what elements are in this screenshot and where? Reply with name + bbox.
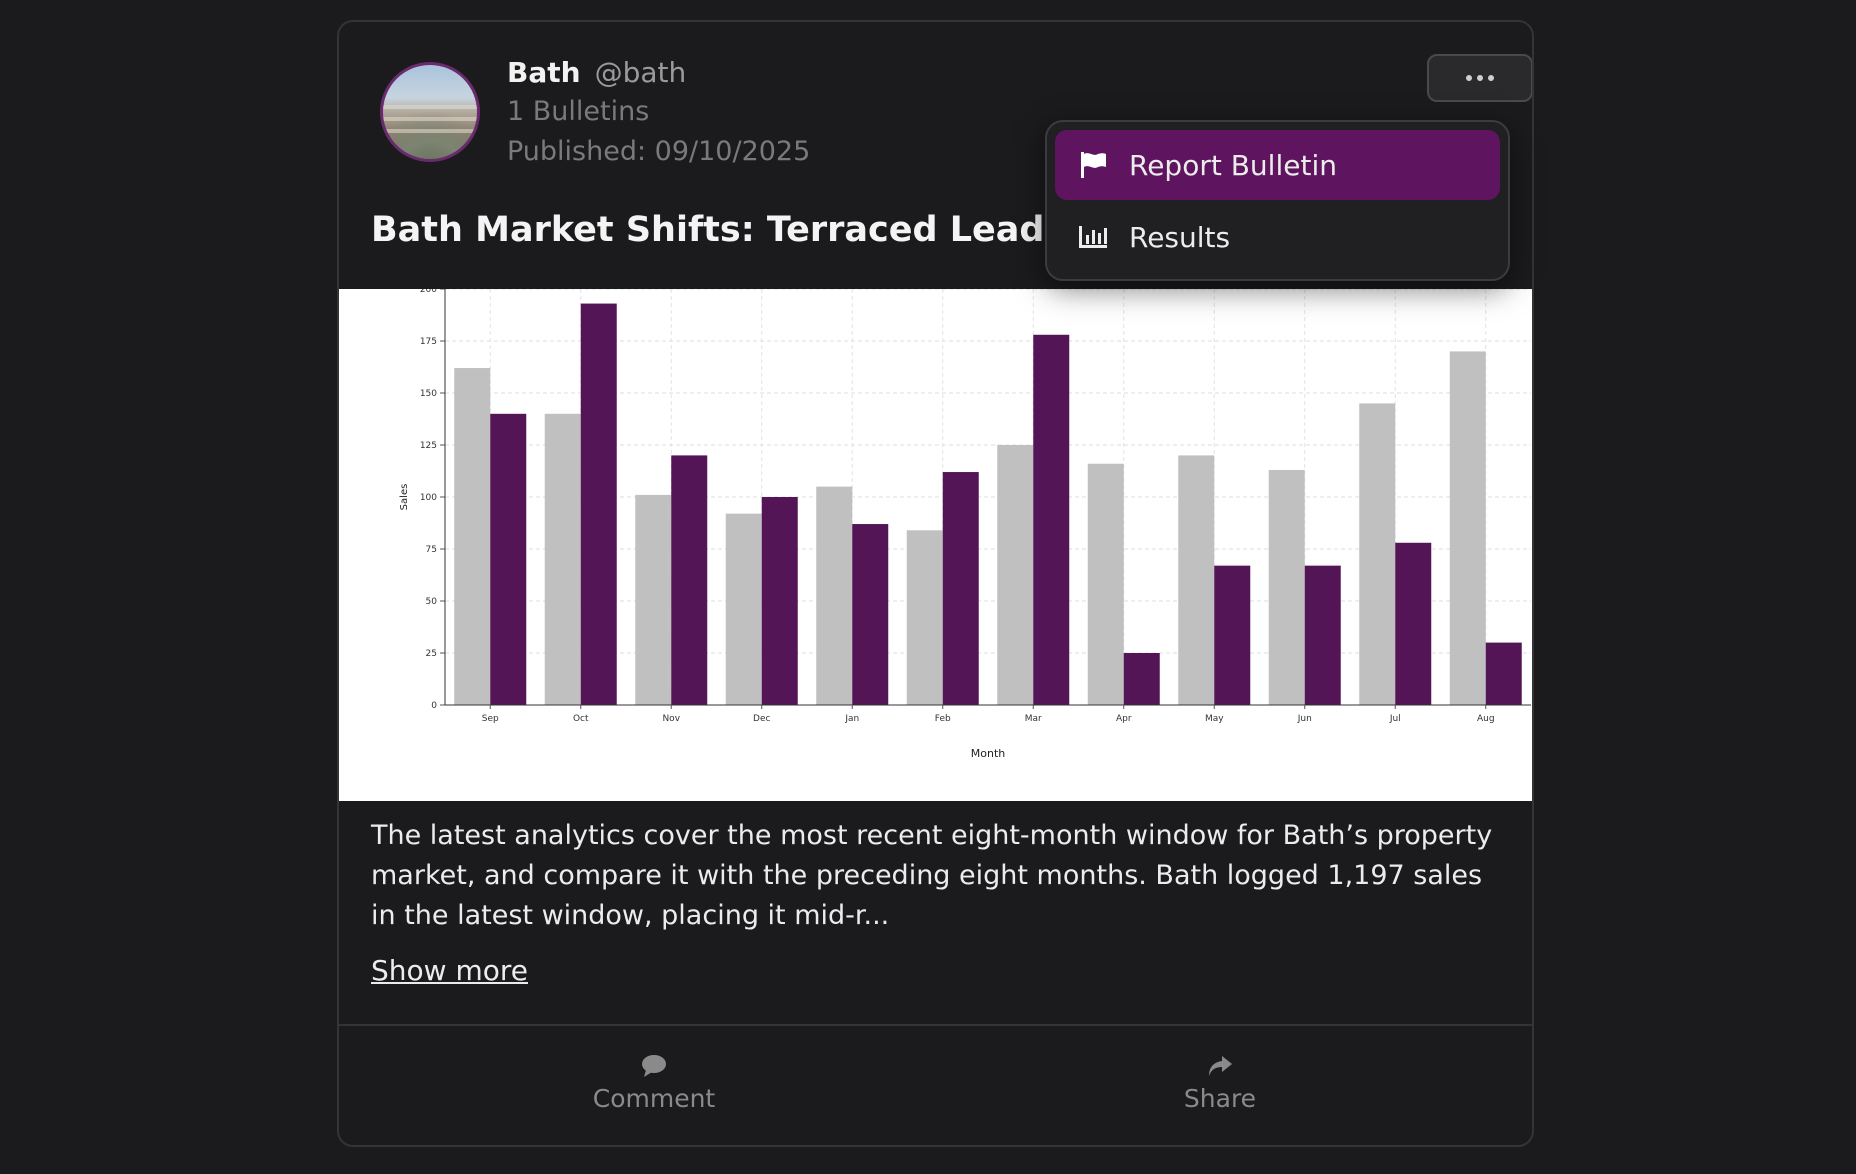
x-tick-label: May	[1205, 714, 1224, 724]
bar	[635, 494, 672, 705]
author-name[interactable]: Bath	[507, 56, 581, 89]
bar	[725, 513, 762, 705]
bar	[1485, 642, 1522, 705]
bar	[454, 368, 491, 705]
sales-chart: 0 25 50 75 100 125 150 175 200 Sep Oct Nov Dec Jan Feb…	[339, 289, 1532, 801]
x-tick-label: Dec	[753, 714, 770, 724]
x-tick-label: Apr	[1116, 714, 1132, 724]
y-tick-label: 125	[420, 441, 437, 451]
bar	[1214, 565, 1251, 705]
x-tick-label: Mar	[1025, 714, 1042, 724]
comment-label: Comment	[592, 1084, 716, 1113]
bar	[671, 455, 708, 705]
chart-svg: 0 25 50 75 100 125 150 175 200 Sep Oct Nov Dec Jan Feb…	[399, 289, 1531, 760]
menu-item-results[interactable]: Results	[1055, 202, 1500, 272]
y-tick-label: 175	[420, 337, 437, 347]
post-title: Bath Market Shifts: Terraced Leads	[371, 210, 1066, 250]
comment-button[interactable]: Comment	[554, 1052, 754, 1113]
x-axis-label: Month	[971, 747, 1006, 760]
bar	[544, 413, 581, 705]
ellipsis-icon	[1466, 75, 1472, 81]
bar	[997, 445, 1034, 705]
bar	[1359, 403, 1396, 705]
bar	[580, 303, 617, 705]
bar	[1033, 334, 1070, 705]
author-line: Bath @bath	[507, 56, 686, 89]
bar	[1395, 542, 1432, 705]
bar	[490, 413, 527, 705]
x-tick-label: Jun	[1297, 714, 1312, 724]
published-date: Published: 09/10/2025	[507, 136, 811, 167]
y-axis-label: Sales	[399, 484, 410, 511]
menu-item-label: Report Bulletin	[1129, 148, 1337, 182]
x-tick-label: Nov	[662, 714, 680, 724]
y-tick-label: 100	[420, 493, 437, 503]
bar	[816, 486, 853, 705]
options-menu: Report Bulletin Results	[1045, 120, 1510, 281]
show-more-link[interactable]: Show more	[371, 954, 528, 987]
x-tick-label: Jul	[1389, 714, 1401, 724]
divider	[339, 1024, 1532, 1026]
bar	[1123, 653, 1160, 705]
bar-chart-icon	[1077, 222, 1109, 252]
x-tick-label: Aug	[1477, 714, 1495, 724]
x-tick-label: Feb	[935, 714, 951, 724]
bar	[1178, 455, 1215, 705]
bulletin-count: 1 Bulletins	[507, 96, 650, 127]
post-body: The latest analytics cover the most rece…	[371, 820, 1493, 931]
menu-item-report-bulletin[interactable]: Report Bulletin	[1055, 130, 1500, 200]
y-tick-label: 0	[431, 701, 437, 711]
share-button[interactable]: Share	[1120, 1052, 1320, 1113]
avatar[interactable]	[380, 62, 480, 162]
x-tick-label: Oct	[573, 714, 589, 724]
share-label: Share	[1183, 1084, 1257, 1113]
bar	[852, 524, 889, 705]
y-tick-label: 150	[420, 389, 437, 399]
bar	[942, 472, 979, 705]
author-handle[interactable]: @bath	[594, 56, 687, 89]
flag-icon	[1077, 150, 1109, 180]
bar	[1268, 469, 1305, 705]
x-tick-label: Sep	[482, 714, 499, 724]
share-icon	[1209, 1056, 1232, 1076]
comment-icon	[642, 1055, 666, 1077]
y-tick-label: 75	[426, 545, 437, 555]
bar	[761, 497, 798, 705]
y-tick-label: 25	[426, 649, 437, 659]
bar	[1087, 463, 1124, 705]
y-tick-label: 50	[426, 597, 438, 607]
bar	[1449, 351, 1486, 705]
bar	[1304, 565, 1341, 705]
x-tick-label: Jan	[844, 714, 859, 724]
y-tick-label: 200	[420, 289, 437, 295]
more-options-button[interactable]	[1427, 54, 1532, 102]
menu-item-label: Results	[1129, 220, 1231, 254]
bar	[906, 530, 943, 705]
